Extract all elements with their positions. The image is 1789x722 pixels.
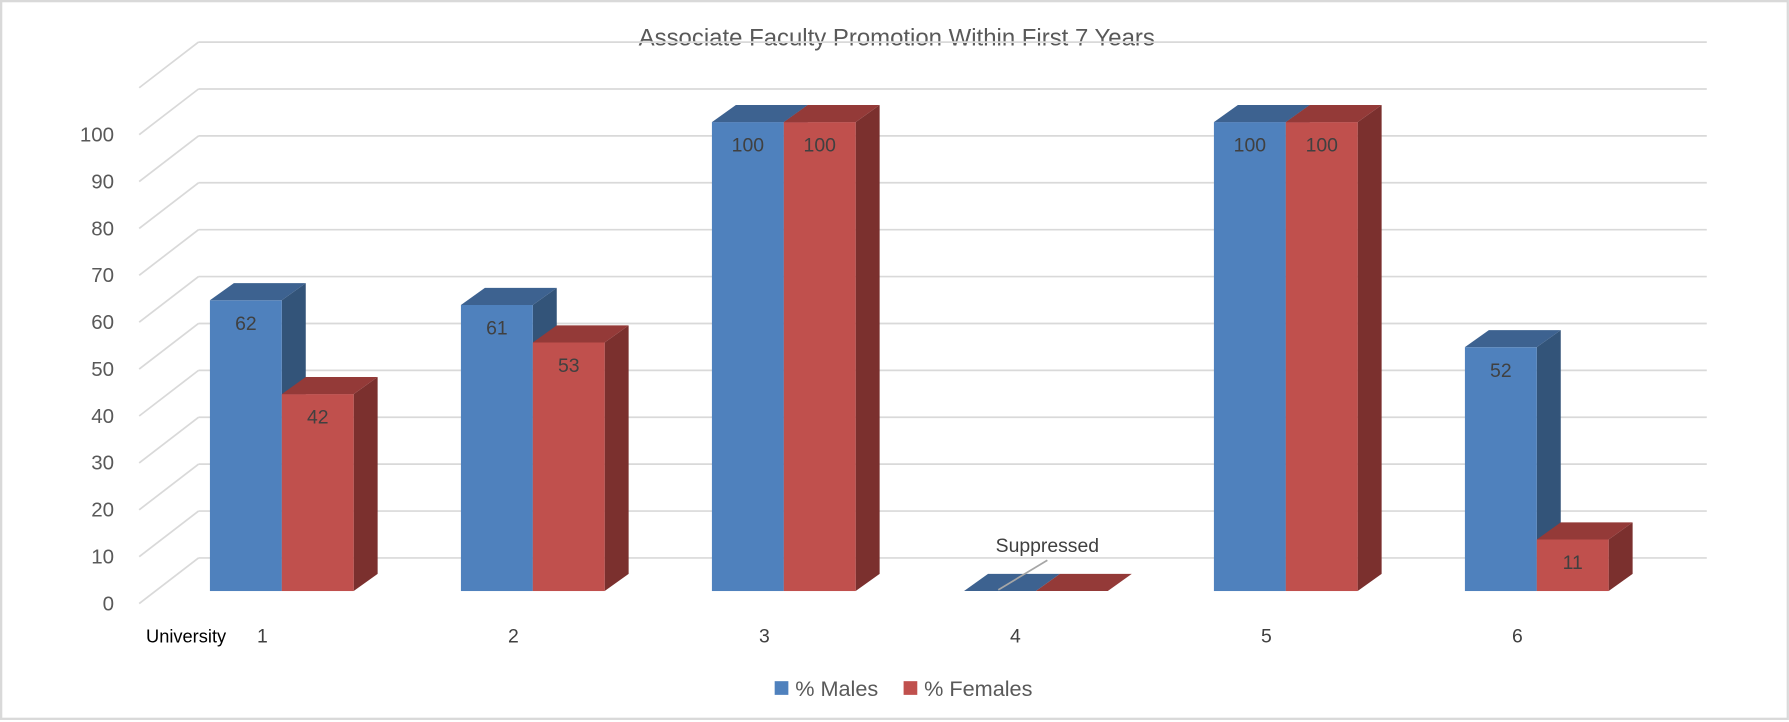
legend: % Males % Females bbox=[774, 676, 1033, 701]
bar-top-male bbox=[711, 104, 808, 123]
bar-male bbox=[1464, 347, 1537, 592]
y-axis: 0 10 20 30 40 50 60 70 80 90 100 bbox=[80, 123, 114, 615]
bar-top-male bbox=[1464, 330, 1561, 348]
legend-label-males: % Males bbox=[795, 676, 878, 701]
x-tick-label: 3 bbox=[759, 625, 770, 647]
y-tick-label: 20 bbox=[91, 499, 114, 522]
y-tick-label: 90 bbox=[91, 170, 114, 193]
data-label: 11 bbox=[1563, 552, 1583, 574]
bar-side-female bbox=[1608, 522, 1633, 592]
chart-title: Associate Faculty Promotion Within First… bbox=[639, 25, 1155, 52]
bar-flat-female bbox=[1035, 573, 1132, 592]
bar-female bbox=[281, 394, 354, 592]
data-label: 100 bbox=[804, 135, 837, 157]
bar-top-female bbox=[1536, 522, 1633, 540]
x-tick-label: 5 bbox=[1261, 625, 1272, 647]
y-tick-label: 10 bbox=[91, 546, 114, 569]
data-label: 100 bbox=[1234, 135, 1267, 157]
y-tick-label: 30 bbox=[91, 452, 114, 475]
data-label: 62 bbox=[235, 313, 257, 335]
y-tick-label: 80 bbox=[91, 217, 114, 240]
data-label: 100 bbox=[732, 135, 765, 157]
bar-group-university-5: 100 100 bbox=[1213, 104, 1382, 592]
bar-group-university-3: 100 100 bbox=[711, 104, 880, 592]
legend-swatch-females bbox=[903, 681, 918, 695]
bar-top-female bbox=[532, 325, 629, 343]
legend-swatch-males bbox=[774, 681, 789, 695]
bar-side-female bbox=[353, 376, 378, 592]
bar-top-male bbox=[460, 287, 557, 305]
y-tick-label: 40 bbox=[91, 405, 114, 428]
bar-female bbox=[783, 122, 856, 592]
x-tick-label: 2 bbox=[508, 625, 519, 647]
y-tick-label: 0 bbox=[103, 592, 114, 615]
y-tick-label: 60 bbox=[91, 311, 114, 334]
y-tick-label: 100 bbox=[80, 123, 114, 146]
data-label: 61 bbox=[486, 318, 508, 340]
bar-female bbox=[1536, 539, 1609, 592]
bar-side-female bbox=[855, 104, 880, 592]
bar-female bbox=[1285, 122, 1358, 592]
x-tick-label: 6 bbox=[1512, 625, 1523, 647]
bar-female bbox=[532, 342, 605, 592]
legend-label-females: % Females bbox=[924, 676, 1032, 701]
x-axis-title: University bbox=[146, 625, 227, 646]
x-tick-label: 4 bbox=[1010, 625, 1021, 647]
bar-series: 62 42 61 53 100 100 100 100 52 11 Suppressed bbox=[209, 104, 1633, 592]
bar-side-male bbox=[1536, 330, 1561, 592]
bar-group-university-1: 62 42 bbox=[209, 283, 378, 592]
bar-top-male bbox=[1213, 104, 1310, 123]
data-label: 100 bbox=[1306, 135, 1339, 157]
y-tick-label: 70 bbox=[91, 264, 114, 287]
bar-group-university-4 bbox=[964, 573, 1132, 592]
bar-male bbox=[460, 304, 533, 592]
suppressed-label: Suppressed bbox=[996, 535, 1099, 557]
data-label: 52 bbox=[1490, 360, 1512, 382]
data-label: 42 bbox=[307, 407, 329, 429]
bar-male bbox=[1213, 122, 1286, 592]
data-label: 53 bbox=[558, 355, 580, 377]
bar-top-female bbox=[783, 104, 880, 123]
gridlines bbox=[138, 41, 1707, 605]
bar-side-female bbox=[604, 325, 629, 592]
bar-top-female bbox=[1285, 104, 1382, 123]
bar-top-male bbox=[209, 283, 306, 301]
y-tick-label: 50 bbox=[91, 358, 114, 381]
bar-male bbox=[711, 122, 784, 592]
x-tick-label: 1 bbox=[257, 625, 268, 647]
x-axis: University 1 2 3 4 5 6 bbox=[146, 625, 1523, 647]
bar-male bbox=[209, 300, 282, 592]
bar-group-university-2: 61 53 bbox=[460, 287, 629, 592]
bar-top-female bbox=[281, 376, 378, 395]
suppressed-annotation: Suppressed bbox=[996, 535, 1099, 591]
bar-group-university-6: 52 11 bbox=[1464, 330, 1633, 592]
bar-side-female bbox=[1357, 104, 1382, 592]
